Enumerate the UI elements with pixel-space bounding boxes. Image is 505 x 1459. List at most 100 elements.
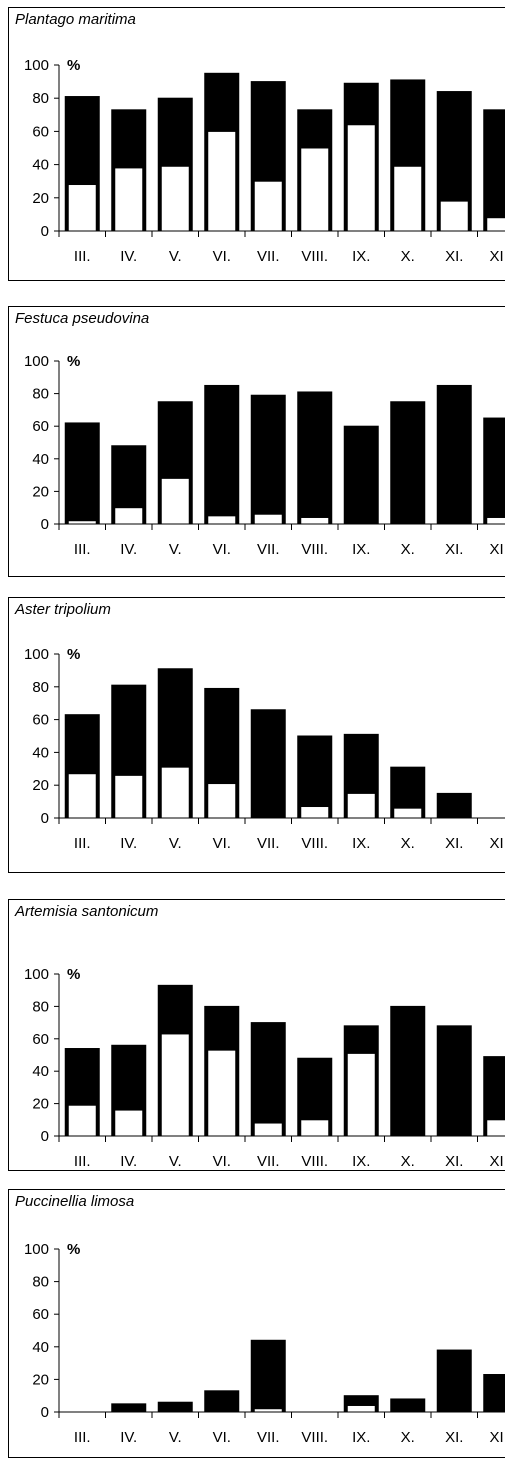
- x-tick-label: XI.: [445, 248, 463, 265]
- y-tick-label: 80: [32, 1274, 49, 1291]
- bar-total: [250, 1339, 286, 1413]
- y-axis-label: %: [67, 1241, 80, 1258]
- y-tick-label: 100: [24, 646, 49, 663]
- x-tick-label: VII.: [257, 541, 280, 558]
- bar-part: [486, 1119, 505, 1137]
- y-tick-label: 0: [41, 516, 49, 533]
- chart-panel-1: Plantago maritima 0 20 40 60 80 100% III. IV. V.…: [8, 7, 505, 281]
- x-tick-label: XII.: [489, 248, 505, 265]
- x-tick-label: III.: [74, 1153, 91, 1170]
- x-tick-label: IV.: [120, 1429, 137, 1446]
- chart-svg: 0 20 40 60 80 100 % III. IV. V. VI. VII. VIII. IX. X. X…: [24, 57, 505, 265]
- x-tick-label: IV.: [120, 248, 137, 265]
- y-tick-label: 40: [32, 744, 49, 761]
- bar-part: [253, 513, 283, 525]
- y-tick-label: 40: [32, 1339, 49, 1356]
- y-tick-label: 100: [24, 1241, 49, 1258]
- bar-part: [393, 165, 423, 232]
- y-tick-label: 0: [41, 810, 49, 827]
- x-tick-label: IX.: [352, 248, 370, 265]
- x-tick-label: XI.: [445, 1429, 463, 1446]
- bar-part: [67, 1104, 97, 1137]
- chart-panel-2: Festuca pseudovina 0 20 40 60 80 100% III. IV. V…: [8, 306, 505, 577]
- bar-part: [253, 180, 283, 232]
- y-tick-label: 60: [32, 123, 49, 140]
- x-tick-label: X.: [401, 1429, 415, 1446]
- y-axis-label: %: [67, 646, 80, 663]
- chart-panel-3: Aster tripolium 0 20 40 60 80 100% III. IV. V. VI…: [8, 597, 505, 873]
- bar-total: [390, 1398, 426, 1413]
- y-tick-label: 80: [32, 679, 49, 696]
- x-tick-label: IV.: [120, 541, 137, 558]
- y-tick-label: 100: [24, 57, 49, 74]
- y-tick-label: 20: [32, 190, 49, 207]
- x-tick-label: III.: [74, 541, 91, 558]
- bar-total: [297, 735, 333, 819]
- x-tick-label: IX.: [352, 541, 370, 558]
- x-tick-label: VIII.: [301, 835, 328, 852]
- bar-part: [300, 1119, 330, 1137]
- y-tick-label: 60: [32, 1306, 49, 1323]
- x-tick-label: V.: [169, 1429, 182, 1446]
- y-tick-label: 40: [32, 451, 49, 468]
- y-tick-label: 20: [32, 1096, 49, 1113]
- bar-total: [483, 109, 505, 232]
- y-tick-label: 20: [32, 1371, 49, 1388]
- x-tick-label: VII.: [257, 1429, 280, 1446]
- bar-total: [436, 1025, 472, 1137]
- bar-total: [204, 1390, 240, 1413]
- bar-part: [160, 1033, 190, 1137]
- x-tick-label: XII.: [489, 835, 505, 852]
- x-tick-label: VI.: [213, 248, 231, 265]
- bar-part: [300, 147, 330, 232]
- bar-part: [160, 477, 190, 525]
- y-tick-label: 40: [32, 157, 49, 174]
- chart-panel-5: Puccinellia limosa 0 20 40 60 80 100% III. IV. V…: [8, 1189, 505, 1458]
- y-tick-label: 0: [41, 223, 49, 240]
- bar-part: [114, 507, 144, 525]
- bar-total: [250, 709, 286, 819]
- x-tick-label: IX.: [352, 835, 370, 852]
- bar-part: [486, 516, 505, 525]
- x-tick-label: VIII.: [301, 1153, 328, 1170]
- y-axis-label: %: [67, 353, 80, 370]
- y-tick-label: 100: [24, 353, 49, 370]
- bar-total: [157, 1401, 193, 1413]
- x-tick-label: VI.: [213, 1153, 231, 1170]
- bar-total: [483, 417, 505, 525]
- bar-part: [486, 217, 505, 232]
- chart-title: Plantago maritima: [15, 11, 136, 28]
- x-tick-label: X.: [401, 541, 415, 558]
- y-tick-label: 80: [32, 386, 49, 403]
- chart-title: Festuca pseudovina: [15, 310, 150, 327]
- x-tick-label: III.: [74, 835, 91, 852]
- bar-part: [160, 766, 190, 819]
- y-tick-label: 0: [41, 1128, 49, 1145]
- x-tick-label: XI.: [445, 541, 463, 558]
- bar-total: [436, 1349, 472, 1413]
- y-tick-label: 80: [32, 90, 49, 107]
- x-tick-label: VII.: [257, 835, 280, 852]
- bar-part: [114, 167, 144, 232]
- x-tick-label: VII.: [257, 1153, 280, 1170]
- x-tick-label: VI.: [213, 541, 231, 558]
- x-tick-label: X.: [401, 248, 415, 265]
- x-tick-label: IV.: [120, 835, 137, 852]
- x-tick-label: V.: [169, 835, 182, 852]
- bar-part: [160, 165, 190, 232]
- bar-total: [250, 394, 286, 525]
- y-tick-label: 40: [32, 1063, 49, 1080]
- x-tick-label: V.: [169, 1153, 182, 1170]
- bar-total: [64, 422, 100, 525]
- bar-part: [67, 184, 97, 232]
- x-tick-label: V.: [169, 248, 182, 265]
- bar-part: [67, 773, 97, 819]
- bar-part: [346, 792, 376, 819]
- bar-part: [300, 516, 330, 525]
- bar-part: [300, 806, 330, 819]
- x-tick-label: XI.: [445, 1153, 463, 1170]
- x-tick-label: VI.: [213, 835, 231, 852]
- bar-total: [390, 401, 426, 525]
- x-tick-label: VII.: [257, 248, 280, 265]
- y-tick-label: 60: [32, 1031, 49, 1048]
